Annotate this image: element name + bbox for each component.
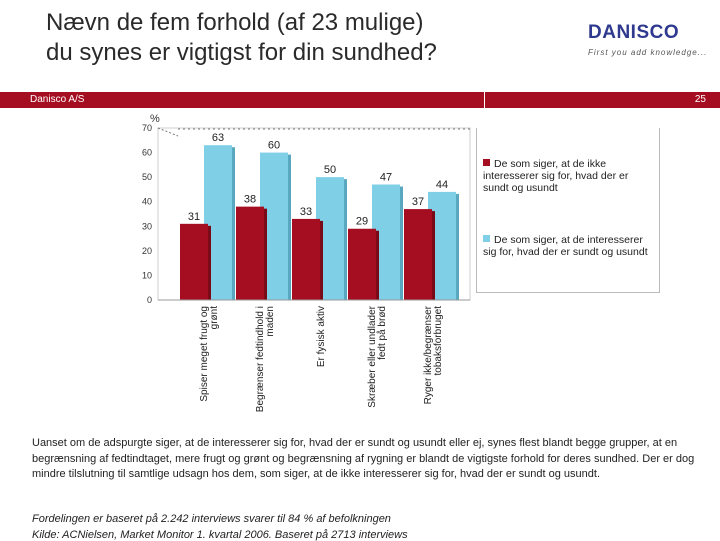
logo-tagline: First you add knowledge... (588, 48, 708, 57)
data-label-not-interested: 37 (412, 196, 424, 208)
bar-interested-side (456, 193, 459, 300)
legend-label-1: De som siger, at de ikke interesserer si… (483, 158, 629, 194)
bar-interested-side (232, 147, 235, 300)
x-category-label: grønt (209, 306, 220, 330)
data-label-interested: 60 (268, 140, 280, 152)
data-label-not-interested: 31 (188, 211, 200, 223)
x-category-label: Begrænser fedtindhold i (255, 306, 266, 412)
body-paragraph: Uanset om de adspurgte siger, at de inte… (32, 437, 695, 480)
title-line-1: Nævn de fem forhold (af 23 mulige) (46, 9, 424, 36)
data-label-not-interested: 29 (356, 216, 368, 228)
y-tick-label: 50 (142, 172, 152, 182)
y-tick-label: 60 (142, 148, 152, 158)
x-category-label: fedt på brød (376, 306, 388, 360)
legend-item-not-interested: De som siger, at de ikke interesserer si… (483, 158, 655, 194)
bar-interested-side (344, 179, 347, 300)
legend-swatch-blue (483, 235, 490, 242)
x-category-label: maden (265, 306, 276, 337)
band-divider (484, 92, 485, 108)
header-band: Danisco A/S 25 (0, 92, 720, 108)
legend-item-interested: De som siger, at de interesserer sig for… (483, 234, 655, 258)
footnote-base: Fordelingen er baseret på 2.242 intervie… (32, 513, 391, 525)
logo-text: DANISCO (588, 22, 680, 43)
bar-interested-side (288, 154, 291, 300)
y-tick-label: 10 (142, 270, 152, 280)
y-tick-label: 30 (142, 221, 152, 231)
bar-not-interested (292, 218, 320, 300)
page-title: Nævn de fem forhold (af 23 mulige) du sy… (46, 8, 566, 68)
bar-not-interested (236, 206, 264, 300)
data-label-not-interested: 38 (244, 194, 256, 206)
bar-not-interested (180, 223, 208, 300)
page-number: 25 (694, 94, 706, 105)
data-label-interested: 63 (212, 132, 224, 144)
x-category-label: Er fysisk aktiv (316, 306, 327, 367)
legend-label-2: De som siger, at de interesserer sig for… (483, 234, 648, 258)
bar-interested-side (400, 186, 403, 300)
data-label-interested: 50 (324, 164, 336, 176)
x-category-label: Ryger ikke/begrænser (423, 305, 434, 404)
footnote-source: Kilde: ACNielsen, Market Monitor 1. kvar… (32, 529, 408, 541)
plot-perspective-edge (157, 127, 179, 137)
title-line-2: du synes er vigtigst for din sundhed? (46, 39, 437, 66)
company-name: Danisco A/S (30, 94, 85, 105)
legend-swatch-red (483, 159, 490, 166)
bar-not-interested-side (320, 220, 323, 300)
x-category-label: Spiser meget frugt og (199, 306, 210, 402)
y-tick-label: 0 (147, 295, 152, 305)
y-tick-label: 40 (142, 197, 152, 207)
danisco-logo: DANISCO First you add knowledge... (588, 22, 708, 57)
bar-not-interested-side (432, 211, 435, 300)
chart-legend: De som siger, at de ikke interesserer si… (476, 128, 660, 293)
y-axis-label: % (150, 113, 160, 125)
bar-not-interested (404, 209, 432, 300)
y-tick-label: 70 (142, 123, 152, 133)
y-tick-label: 20 (142, 246, 152, 256)
x-category-label: Skræber eller undlader (367, 305, 378, 407)
x-category-label: tobaksforbruget (433, 306, 444, 376)
bar-chart: 0 10 20 30 40 50 60 70% 63 31 Spiser meget frugt o… (142, 113, 471, 412)
bar-not-interested-side (208, 225, 211, 300)
bar-not-interested (348, 228, 376, 300)
bar-not-interested-side (376, 230, 379, 300)
data-label-interested: 44 (436, 179, 448, 191)
bar-not-interested-side (264, 208, 267, 300)
data-label-interested: 47 (380, 172, 392, 184)
data-label-not-interested: 33 (300, 206, 312, 218)
